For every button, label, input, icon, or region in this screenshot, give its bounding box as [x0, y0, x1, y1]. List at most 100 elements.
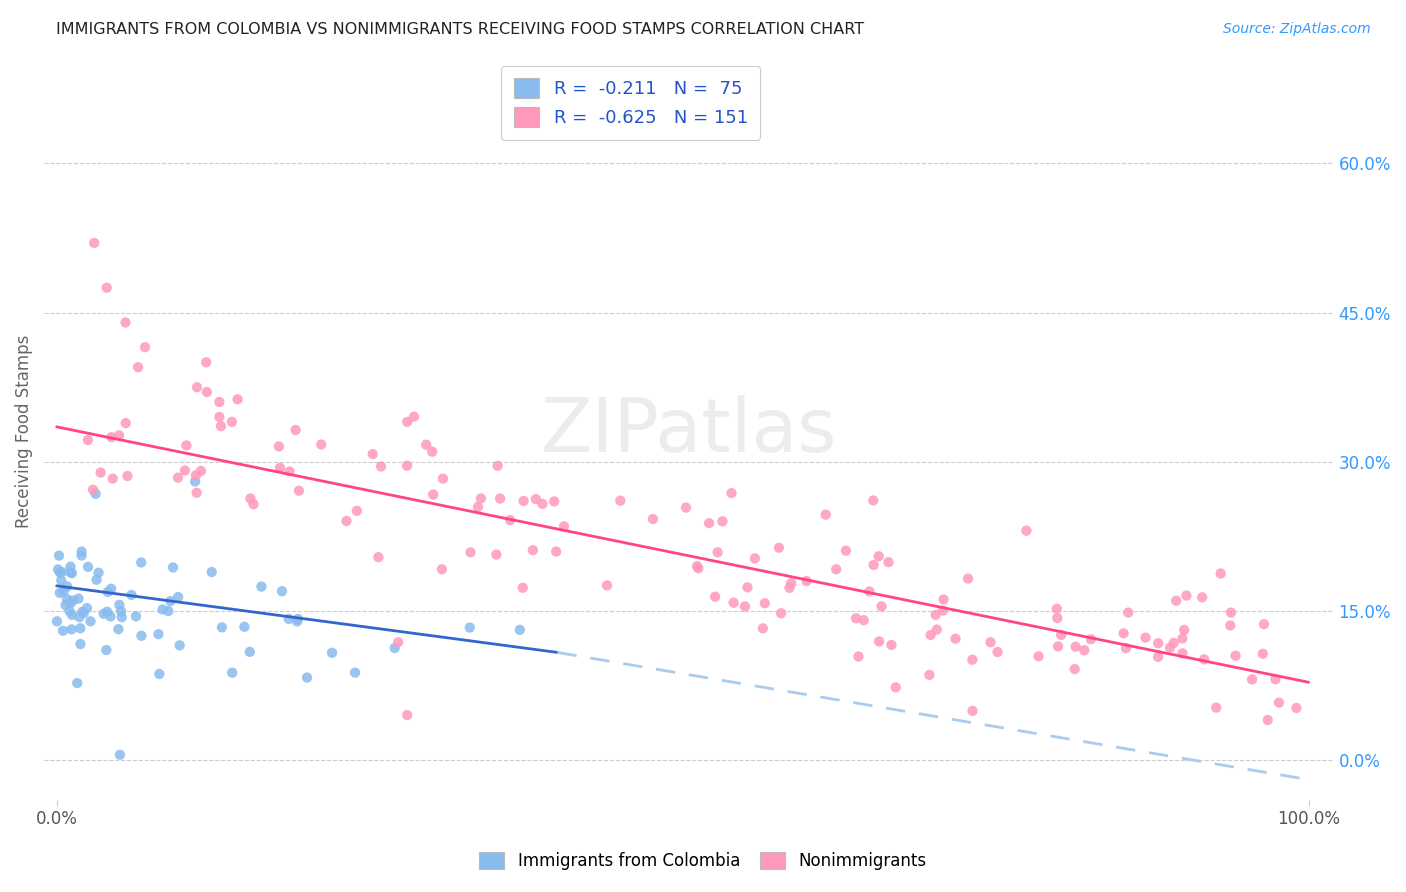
Point — [396, 458, 419, 473]
Point — [596, 578, 619, 592]
Point — [1063, 662, 1085, 676]
Legend: R =  -0.211   N =  75, R =  -0.625   N = 151: R = -0.211 N = 75, R = -0.625 N = 151 — [502, 66, 761, 140]
Point — [470, 491, 492, 506]
Point — [157, 604, 180, 618]
Point — [295, 671, 318, 685]
Point — [796, 574, 818, 588]
Point — [387, 635, 409, 649]
Point — [1205, 700, 1227, 714]
Point — [148, 667, 170, 681]
Point — [167, 590, 190, 604]
Point — [110, 604, 132, 618]
Point — [512, 581, 534, 595]
Point — [852, 613, 875, 627]
Point — [70, 544, 93, 558]
Point — [267, 439, 290, 453]
Point — [779, 581, 801, 595]
Point — [84, 487, 107, 501]
Point — [226, 392, 249, 407]
Point — [868, 634, 890, 648]
Point — [880, 638, 903, 652]
Point — [962, 704, 984, 718]
Point — [1209, 566, 1232, 581]
Point — [835, 543, 858, 558]
Point — [1064, 640, 1087, 654]
Point — [287, 612, 309, 626]
Point — [55, 598, 77, 612]
Point — [208, 395, 231, 409]
Point — [148, 627, 170, 641]
Point — [114, 316, 136, 330]
Point — [127, 360, 149, 375]
Point — [208, 409, 231, 424]
Point — [174, 464, 197, 478]
Point — [367, 550, 389, 565]
Point — [711, 514, 734, 528]
Point — [609, 493, 631, 508]
Point — [1015, 524, 1038, 538]
Point — [211, 620, 233, 634]
Point — [825, 562, 848, 576]
Point — [58, 604, 80, 618]
Point — [77, 559, 100, 574]
Point — [688, 561, 710, 575]
Point — [485, 548, 508, 562]
Point — [90, 466, 112, 480]
Point — [553, 519, 575, 533]
Point — [51, 574, 73, 588]
Point — [1253, 617, 1275, 632]
Point — [176, 438, 198, 452]
Point — [100, 430, 122, 444]
Point — [288, 483, 311, 498]
Point — [107, 622, 129, 636]
Point — [499, 513, 522, 527]
Point — [239, 491, 262, 506]
Point — [720, 486, 742, 500]
Point — [111, 610, 134, 624]
Point — [77, 433, 100, 447]
Point — [814, 508, 837, 522]
Point — [1225, 648, 1247, 663]
Point — [706, 545, 728, 559]
Point — [233, 620, 256, 634]
Point — [962, 653, 984, 667]
Point — [184, 468, 207, 483]
Point — [877, 555, 900, 569]
Point — [69, 621, 91, 635]
Point — [51, 565, 73, 579]
Point — [1135, 631, 1157, 645]
Point — [195, 385, 218, 400]
Point — [737, 580, 759, 594]
Point — [162, 560, 184, 574]
Point — [184, 475, 207, 489]
Point — [79, 615, 101, 629]
Point — [768, 541, 790, 555]
Point — [415, 438, 437, 452]
Point — [60, 566, 83, 581]
Point — [870, 599, 893, 614]
Point — [460, 545, 482, 559]
Point — [512, 494, 534, 508]
Point — [1046, 602, 1069, 616]
Point — [108, 598, 131, 612]
Point — [862, 558, 884, 572]
Point — [56, 592, 79, 607]
Point — [924, 607, 946, 622]
Point — [1115, 641, 1137, 656]
Point — [108, 428, 131, 442]
Point — [1147, 649, 1170, 664]
Point — [1251, 647, 1274, 661]
Point — [93, 607, 115, 621]
Point — [1171, 646, 1194, 660]
Point — [1159, 640, 1181, 655]
Point — [59, 566, 82, 580]
Point — [396, 708, 419, 723]
Point — [67, 591, 90, 606]
Point — [489, 491, 512, 506]
Point — [1257, 713, 1279, 727]
Point — [59, 596, 82, 610]
Point — [152, 602, 174, 616]
Point — [845, 611, 868, 625]
Point — [100, 582, 122, 596]
Point — [59, 559, 82, 574]
